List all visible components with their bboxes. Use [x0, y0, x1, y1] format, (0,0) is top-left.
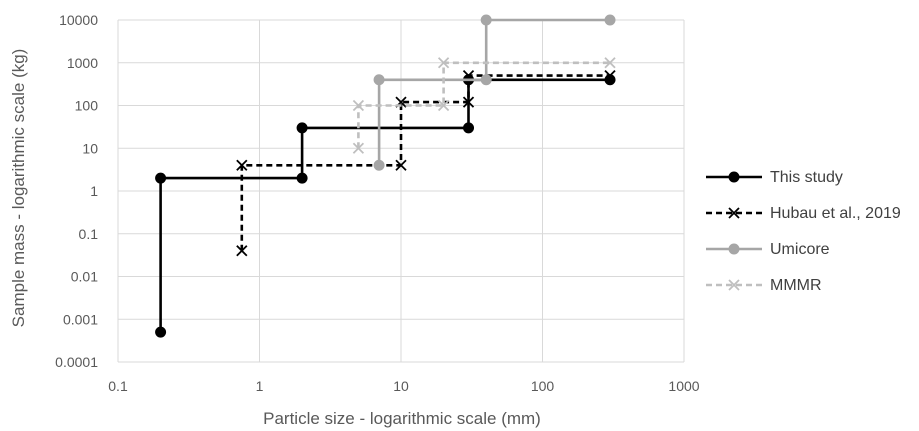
series-hubau-et-al-2019-marker [395, 159, 407, 171]
legend-item-this-study: This study [706, 169, 843, 186]
series-umicore-marker [480, 14, 492, 26]
legend-item-umicore: Umicore [706, 241, 830, 258]
series-mmmr-marker [352, 142, 365, 154]
series-hubau-et-al-2019 [236, 69, 616, 257]
y-tick-label: 1 [90, 183, 98, 199]
legend-item-mmmr-label: MMMR [770, 277, 822, 294]
legend-item-umicore-label: Umicore [770, 241, 830, 258]
series-this-study-marker [296, 172, 308, 184]
y-tick-label: 1000 [67, 55, 98, 71]
series-umicore-marker [604, 14, 616, 26]
y-tick-label: 10 [82, 140, 98, 156]
x-tick-label: 1 [256, 378, 264, 394]
y-tick-label: 10000 [59, 12, 98, 28]
y-tick-labels: 0.0001 0.001 0.01 0.1 1 10 100 1000 10000 [55, 12, 98, 370]
series-mmmr-marker [437, 99, 450, 112]
series-mmmr-marker [352, 99, 365, 112]
x-tick-label: 1000 [668, 378, 699, 394]
series-this-study-marker [463, 122, 475, 134]
legend-item-mmmr-marker [728, 279, 740, 291]
legend-item-hubau-et-al-2019-marker [728, 207, 740, 219]
series-this-study-marker [155, 172, 167, 184]
series-hubau-et-al-2019-marker [462, 96, 475, 108]
series-umicore-marker [480, 74, 492, 86]
series-hubau-et-al-2019-marker [236, 245, 248, 257]
series-umicore-marker [373, 159, 385, 171]
legend-item-mmmr: MMMR [706, 277, 822, 294]
legend-item-hubau-et-al-2019: Hubau et al., 2019 [706, 205, 901, 222]
x-tick-label: 0.1 [108, 378, 128, 394]
y-tick-label: 0.001 [63, 311, 98, 327]
series-umicore-marker [373, 74, 385, 86]
series-hubau-et-al-2019-marker [236, 159, 248, 171]
series-mmmr-marker [604, 57, 616, 69]
grid-lines [117, 19, 685, 363]
x-axis-title: Particle size - logarithmic scale (mm) [263, 409, 541, 428]
y-tick-label: 100 [75, 98, 99, 114]
series-mmmr [352, 57, 616, 154]
legend: This study Hubau et al., 2019 Umicore MMMR [706, 169, 901, 294]
x-tick-label: 100 [531, 378, 555, 394]
series-umicore [373, 14, 616, 171]
y-tick-label: 0.1 [79, 226, 99, 242]
legend-item-hubau-et-al-2019-label: Hubau et al., 2019 [770, 205, 901, 222]
series-hubau-et-al-2019-line [240, 74, 610, 251]
series-this-study [155, 74, 616, 338]
series-mmmr-marker [437, 57, 450, 69]
series-this-study-marker [155, 326, 167, 338]
series-layer [155, 14, 616, 338]
legend-item-umicore-marker [728, 243, 740, 255]
legend-item-this-study-marker [728, 171, 740, 183]
y-tick-label: 0.0001 [55, 354, 98, 370]
legend-item-this-study-label: This study [770, 169, 843, 186]
y-tick-label: 0.01 [71, 269, 98, 285]
x-tick-labels: 0.1 1 10 100 1000 [108, 378, 700, 394]
series-hubau-et-al-2019-marker [604, 69, 616, 82]
series-umicore-line [377, 18, 610, 166]
y-axis-title: Sample mass - logarithmic scale (kg) [9, 49, 28, 328]
x-tick-label: 10 [393, 378, 409, 394]
series-this-study-marker [296, 122, 308, 134]
